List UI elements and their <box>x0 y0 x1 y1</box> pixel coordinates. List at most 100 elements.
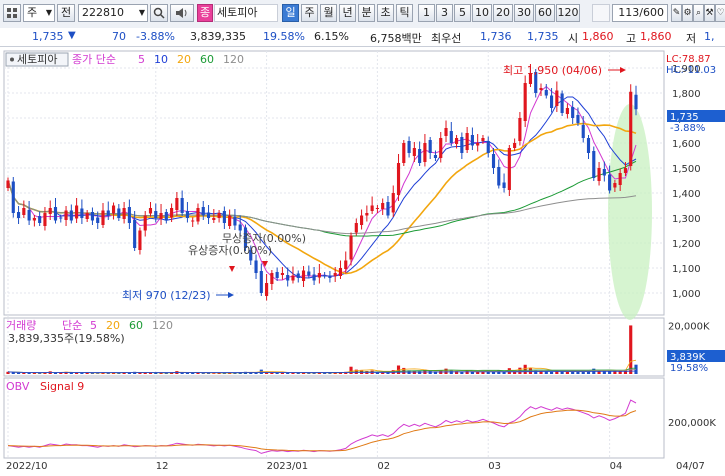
candle-body <box>222 211 226 223</box>
period-tab[interactable]: 분 <box>358 4 375 22</box>
volume-tick-label: 20,000K <box>668 321 710 332</box>
period-tab[interactable]: 주 <box>301 4 318 22</box>
period-tab[interactable]: 년 <box>339 4 356 22</box>
interval-button[interactable]: 120 <box>556 4 580 22</box>
volume-bar <box>602 371 606 374</box>
search-button[interactable] <box>150 4 168 22</box>
volume-legend-item[interactable]: 20 <box>106 319 120 332</box>
heart-icon[interactable]: ♡ <box>715 4 725 22</box>
count-display[interactable]: 113/600 <box>612 4 668 22</box>
candle-body <box>80 208 84 218</box>
volume-bar <box>90 373 95 374</box>
volume-bar <box>122 372 126 374</box>
pencil-icon[interactable]: ✎ <box>671 4 682 22</box>
current-price-badge: 1,735 <box>670 112 699 123</box>
candle-body <box>191 220 195 222</box>
settings-icon[interactable]: ⚙ <box>682 4 693 22</box>
search-icon[interactable]: ⌕ <box>693 4 704 22</box>
volume-bar <box>212 373 216 374</box>
candle-body <box>127 207 131 223</box>
x-axis-label: 12 <box>156 461 169 472</box>
volume-bar <box>513 370 517 374</box>
wrench-icon[interactable]: ⚒ <box>704 4 715 22</box>
stock-chart[interactable]: 1,0001,1001,2001,3001,4001,5001,6001,700… <box>0 47 725 473</box>
candle-body <box>571 107 575 118</box>
candle-body <box>497 167 501 186</box>
period-tab[interactable]: 월 <box>320 4 337 22</box>
candle-body <box>539 88 543 90</box>
interval-button[interactable]: 3 <box>436 4 453 22</box>
prev-button[interactable]: 전 <box>57 4 75 22</box>
candle-body <box>64 210 68 220</box>
candle-body <box>212 218 216 220</box>
chevron-down-icon: ▼ <box>138 8 145 17</box>
priority-label: 최우선 <box>431 32 462 45</box>
candle-body <box>412 148 416 156</box>
candle-body <box>143 215 147 231</box>
period-tab[interactable]: 틱 <box>396 4 413 22</box>
high-label: 고 <box>626 32 637 45</box>
event-marker-icon <box>262 261 268 267</box>
volume-ratio: 19.58% <box>263 30 305 43</box>
volume-legend-item[interactable]: 5 <box>90 319 97 332</box>
code-input[interactable]: 222810 ▼ <box>78 4 148 22</box>
period-tab[interactable]: 초 <box>377 4 394 22</box>
period-tab[interactable]: 일 <box>282 4 299 22</box>
ma-legend-item[interactable]: 10 <box>154 53 168 66</box>
volume-bar <box>85 372 89 374</box>
open-price: 1,860 <box>582 30 614 43</box>
obv-signal-line <box>7 409 637 452</box>
volume-bar <box>159 372 163 374</box>
grid-icon-glyph <box>7 8 17 18</box>
x-axis-label: 02 <box>377 461 390 472</box>
interval-button[interactable]: 5 <box>454 4 471 22</box>
volume-bar <box>217 373 221 374</box>
candle-body <box>402 143 406 163</box>
volume-bar <box>170 372 174 374</box>
candle-body <box>117 208 121 218</box>
candle-body <box>629 91 633 166</box>
interval-button[interactable]: 20 <box>493 4 513 22</box>
candle-body <box>597 168 601 181</box>
candle-body <box>555 90 559 106</box>
volume-bar <box>111 372 116 374</box>
price-tick-label: 1,900 <box>672 64 701 75</box>
ma-legend-item[interactable]: 5 <box>138 53 145 66</box>
candle-body <box>275 272 279 278</box>
price-tick-label: 1,100 <box>672 264 701 275</box>
volume-legend-item[interactable]: 120 <box>152 319 173 332</box>
speaker-button[interactable] <box>170 4 194 22</box>
current-change-badge: -3.88% <box>670 123 705 134</box>
volume-bar <box>428 370 432 374</box>
price-panel-frame <box>3 50 665 316</box>
candle-body <box>634 94 638 110</box>
candle-body <box>301 270 306 281</box>
interval-button[interactable]: 60 <box>535 4 555 22</box>
volume-bar <box>629 325 633 374</box>
interval-button[interactable]: 1 <box>418 4 435 22</box>
market-select[interactable]: 주 ▼ <box>23 4 55 22</box>
volume-bar <box>117 373 121 374</box>
ma-legend-item[interactable]: 120 <box>223 53 244 66</box>
candle-body <box>138 230 142 250</box>
ma-legend-item[interactable]: 20 <box>177 53 191 66</box>
candle-body <box>375 208 379 209</box>
candle-body <box>111 205 116 214</box>
ma-line-20 <box>7 122 637 275</box>
interval-button[interactable]: 30 <box>514 4 534 22</box>
price-tick-label: 1,200 <box>672 239 701 250</box>
chart-area[interactable]: 1,0001,1001,2001,3001,4001,5001,6001,700… <box>0 47 725 473</box>
x-axis-labels: 2022/10 12 2023/01 02 03 04 04/07 <box>6 461 705 472</box>
grid-icon[interactable] <box>3 4 21 22</box>
candle-body <box>455 138 459 144</box>
candle-body <box>201 207 205 216</box>
candle-body <box>592 151 596 178</box>
code-input-value: 222810 <box>82 6 124 19</box>
x-axis-label: 2022/10 <box>6 461 48 472</box>
volume-bar <box>16 372 21 374</box>
volume-legend-item[interactable]: 60 <box>129 319 143 332</box>
volume-ma-legend: 5 20 60 120 <box>90 319 173 332</box>
interval-button[interactable]: 10 <box>472 4 492 22</box>
ma-legend-item[interactable]: 60 <box>200 53 214 66</box>
volume-bar <box>581 371 585 374</box>
